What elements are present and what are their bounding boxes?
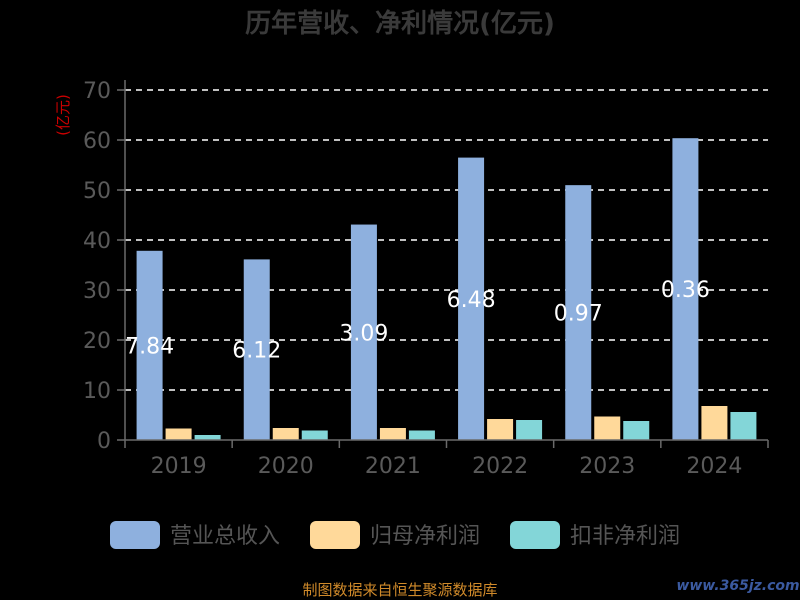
x-tick-label-2019: 2019 (151, 454, 207, 479)
data-label-2019: 7.84 (125, 334, 174, 359)
x-tick-label-2023: 2023 (579, 454, 635, 479)
y-tick-label-30: 30 (83, 279, 111, 304)
bar-2024-series-1 (701, 406, 728, 440)
data-label-2020: 6.12 (232, 339, 281, 364)
bar-2019-series-1 (165, 428, 192, 440)
legend-label-0: 营业总收入 (170, 524, 280, 549)
legend: 营业总收入 归母净利润 扣非净利润 (110, 521, 680, 549)
data-label-2024: 0.36 (661, 278, 710, 303)
bar-2021-series-0 (350, 224, 377, 440)
y-axis-unit: (亿元) (54, 94, 72, 136)
bar-2021-series-2 (408, 430, 435, 440)
data-source-note: 制图数据来自恒生聚源数据库 (302, 581, 497, 599)
y-tick-label-10: 10 (83, 379, 111, 404)
bar-2023-series-2 (623, 421, 650, 440)
legend-swatch-2 (510, 521, 560, 549)
watermark: www.365jz.com (676, 578, 799, 594)
bars-layer (136, 138, 757, 440)
legend-item-2[interactable]: 扣非净利润 (510, 521, 680, 549)
bar-2023-series-0 (565, 185, 592, 440)
bar-2022-series-0 (458, 157, 485, 440)
bar-2020-series-0 (243, 259, 270, 440)
legend-swatch-0 (110, 521, 160, 549)
bar-2019-series-0 (136, 250, 163, 440)
bar-2024-series-0 (672, 138, 699, 440)
legend-item-1[interactable]: 归母净利润 (310, 521, 480, 549)
bar-2022-series-1 (487, 419, 514, 440)
bar-2023-series-1 (594, 416, 621, 440)
y-tick-label-0: 0 (97, 429, 111, 454)
y-tick-label-20: 20 (83, 329, 111, 354)
x-tick-label-2021: 2021 (365, 454, 421, 479)
bar-2021-series-1 (379, 428, 406, 440)
data-label-2022: 6.48 (447, 288, 496, 313)
x-tick-label-2020: 2020 (258, 454, 314, 479)
x-tick-label-2024: 2024 (686, 454, 742, 479)
data-label-2023: 0.97 (554, 302, 603, 327)
legend-label-2: 扣非净利润 (570, 524, 680, 549)
bar-2022-series-2 (516, 420, 543, 440)
y-tick-label-40: 40 (83, 229, 111, 254)
bar-2019-series-2 (194, 435, 221, 440)
y-tick-label-50: 50 (83, 179, 111, 204)
axis-layer: 0 10 20 30 40 50 60 70 2019 2020 2021 2022 2023 2024 (83, 79, 769, 479)
x-tick-label-2022: 2022 (472, 454, 528, 479)
y-tick-label-60: 60 (83, 129, 111, 154)
bar-2020-series-1 (272, 428, 299, 440)
legend-label-1: 归母净利润 (370, 524, 480, 549)
chart-title: 历年营收、净利情况(亿元) (245, 8, 555, 39)
bar-2024-series-2 (730, 412, 757, 440)
legend-swatch-1 (310, 521, 360, 549)
bar-2020-series-2 (301, 430, 328, 440)
legend-item-0[interactable]: 营业总收入 (110, 521, 280, 549)
data-label-2021: 3.09 (339, 321, 388, 346)
y-tick-label-70: 70 (83, 79, 111, 104)
labels-layer: 7.84 6.12 3.09 6.48 0.97 0.36 (125, 278, 710, 364)
grid-layer (125, 89, 768, 391)
